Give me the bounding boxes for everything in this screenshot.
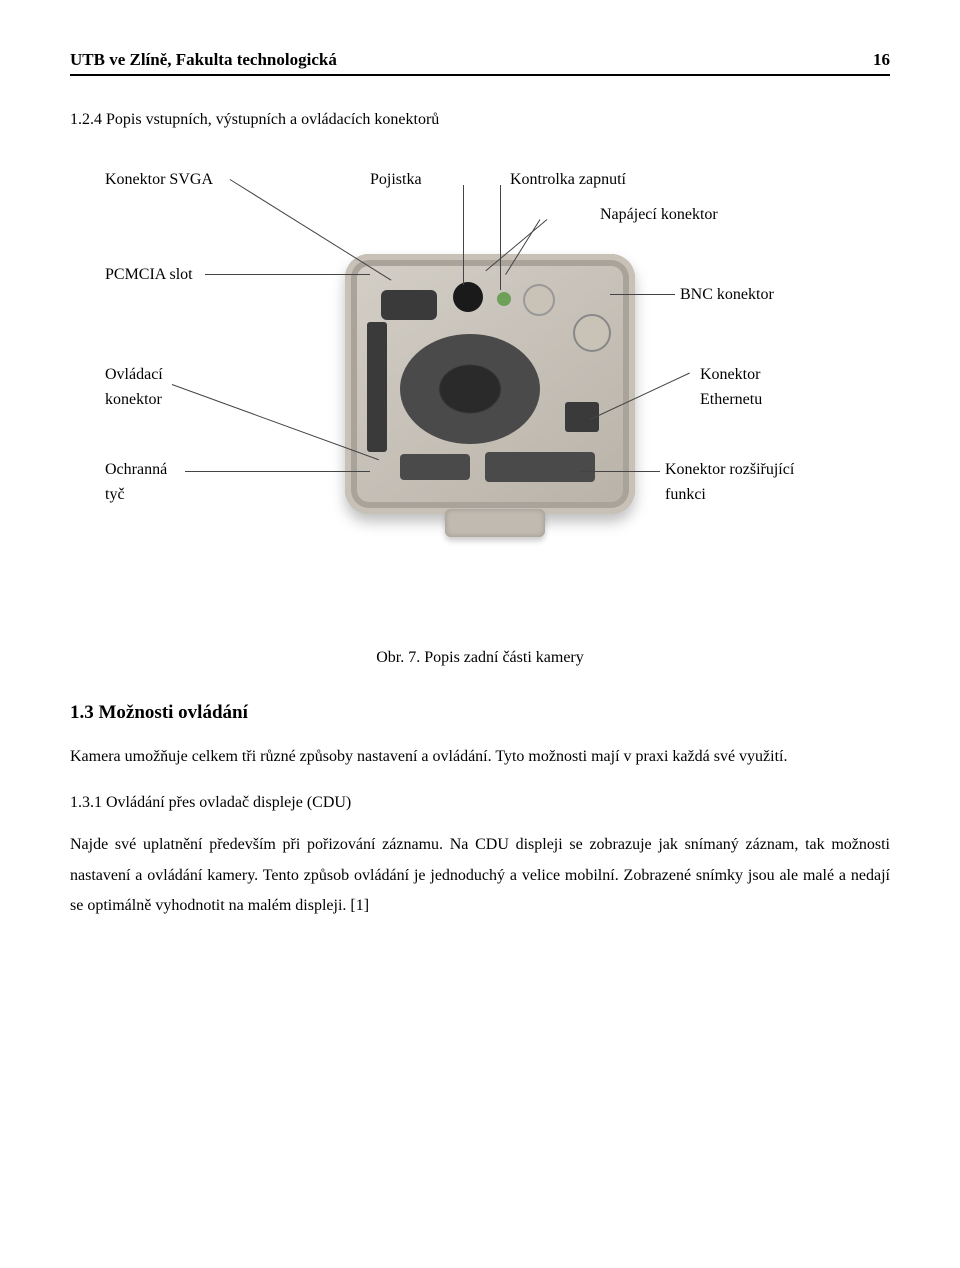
section-1-3-title: 1.3 Možnosti ovládání: [70, 702, 890, 724]
section-1-3-1-title: 1.3.1 Ovládání přes ovladač displeje (CD…: [70, 794, 890, 812]
label-rozsir-1: Konektor rozšiřující: [665, 459, 794, 481]
section-1-2-4-title: 1.2.4 Popis vstupních, výstupních a ovlá…: [70, 111, 890, 129]
label-ochranna-2: tyč: [105, 484, 125, 506]
label-pojistka: Pojistka: [370, 169, 422, 191]
header-page-number: 16: [873, 50, 890, 70]
header-left: UTB ve Zlíně, Fakulta technologická: [70, 50, 337, 70]
figure-caption: Obr. 7. Popis zadní části kamery: [70, 649, 890, 667]
paragraph-1-3: Kamera umožňuje celkem tři různé způsoby…: [70, 742, 890, 772]
label-rozsir-2: funkci: [665, 484, 706, 506]
label-kontrolka: Kontrolka zapnutí: [510, 169, 626, 191]
paragraph-1-3-1: Najde své uplatnění především při pořizo…: [70, 830, 890, 921]
camera-back-image: [345, 254, 635, 544]
label-ethernet-1: Konektor: [700, 364, 760, 386]
label-bnc: BNC konektor: [680, 284, 774, 306]
page-header: UTB ve Zlíně, Fakulta technologická 16: [70, 50, 890, 76]
label-ethernet-2: Ethernetu: [700, 389, 762, 411]
label-svga: Konektor SVGA: [105, 169, 213, 191]
connector-diagram: Konektor SVGA Pojistka Kontrolka zapnutí…: [70, 159, 890, 629]
label-ochranna-1: Ochranná: [105, 459, 167, 481]
label-pcmcia: PCMCIA slot: [105, 264, 193, 286]
label-ovladaci-1: Ovládací: [105, 364, 163, 386]
label-napajeci: Napájecí konektor: [600, 204, 718, 226]
label-ovladaci-2: konektor: [105, 389, 162, 411]
